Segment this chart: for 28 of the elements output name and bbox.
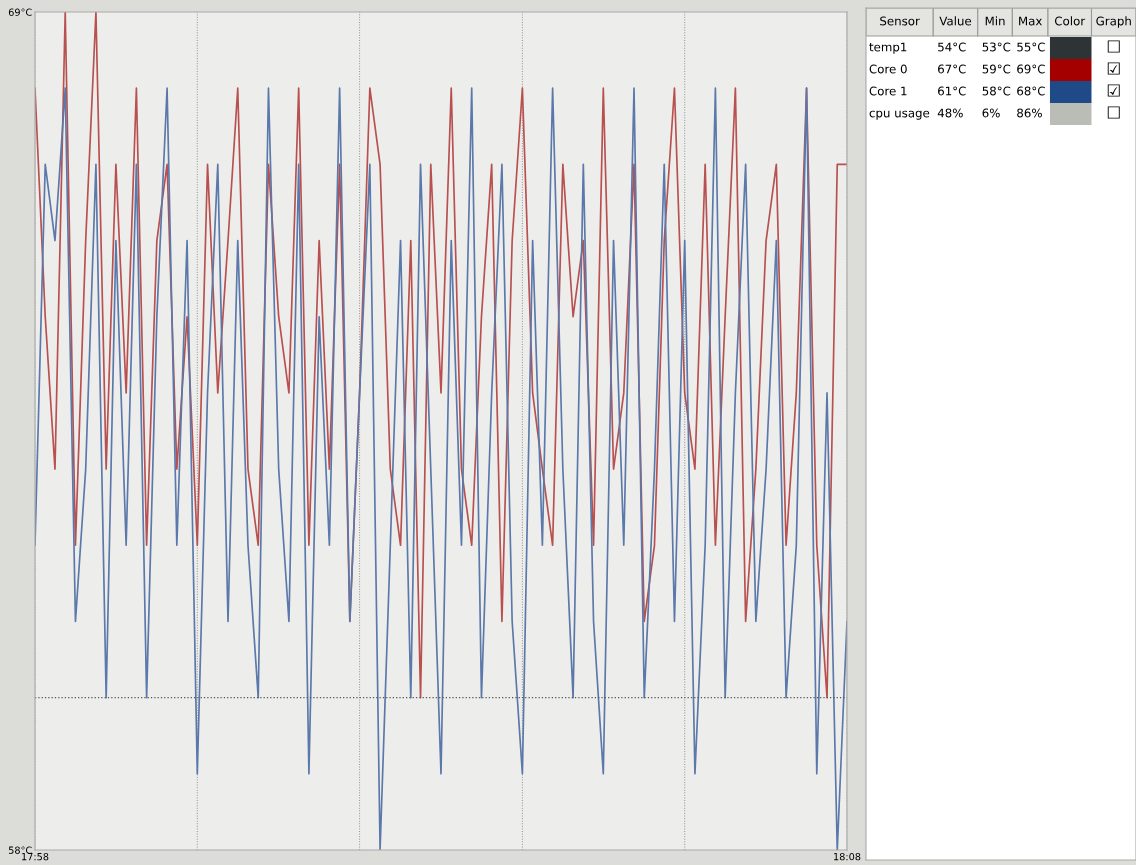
x-tick-label: 18:08 (834, 852, 861, 861)
x-tick-label: 17:58 (22, 852, 49, 861)
category-label: temp1 (869, 42, 907, 54)
text: ☐ (1107, 106, 1120, 119)
text: 59°C (982, 64, 1011, 74)
text: 53°C (982, 42, 1011, 52)
category-label: Core 1 (869, 86, 907, 96)
text: 67°C (938, 64, 966, 74)
text: ☑ (1107, 84, 1120, 97)
category-label: cpu usage (869, 110, 930, 120)
text: ☑ (1107, 62, 1120, 75)
category-label: Max (1019, 16, 1042, 26)
text: 86% (1017, 108, 1042, 118)
text: 48% (937, 108, 963, 118)
text: 69°C (1017, 64, 1045, 74)
category-label: Graph (1096, 16, 1131, 28)
category-label: Core 0 (869, 64, 907, 74)
category-label: Sensor (880, 16, 920, 26)
category-label: Min (985, 16, 1005, 26)
text: 58°C (982, 86, 1011, 96)
text: 61°C (938, 86, 966, 96)
category-label: Color (1054, 16, 1086, 26)
text: 54°C (938, 42, 966, 52)
text: 68°C (1017, 86, 1045, 96)
category-label: Value (939, 16, 972, 26)
text: ☐ (1107, 40, 1120, 53)
text: 6% (982, 108, 1000, 118)
text: 55°C (1017, 42, 1045, 52)
